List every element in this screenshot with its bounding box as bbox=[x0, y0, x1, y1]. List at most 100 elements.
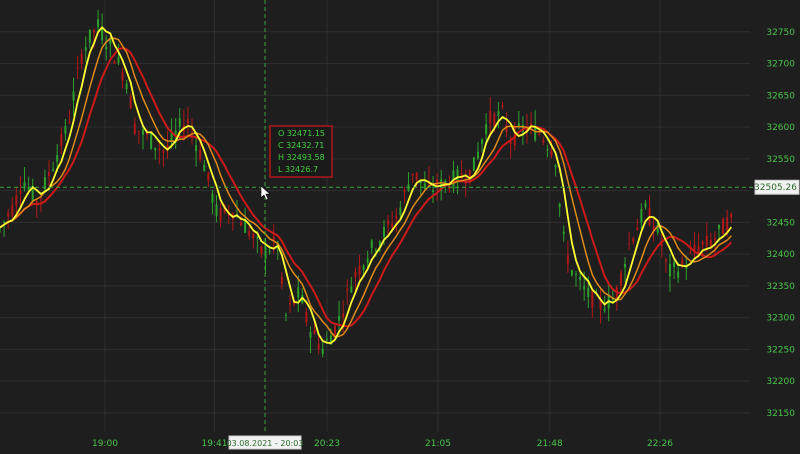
candle-body bbox=[178, 118, 181, 127]
candle-body bbox=[27, 187, 30, 190]
candle-body bbox=[668, 263, 671, 277]
candle-body bbox=[489, 110, 492, 124]
candle-body bbox=[583, 286, 586, 290]
candle-body bbox=[280, 277, 283, 284]
candle-body bbox=[76, 67, 79, 69]
candle-body bbox=[346, 288, 349, 291]
y-tick-label: 32200 bbox=[766, 377, 795, 387]
candle-body bbox=[52, 168, 55, 171]
candle-body bbox=[244, 221, 247, 233]
candle-body bbox=[101, 27, 104, 41]
candle-body bbox=[3, 221, 6, 223]
candle-body bbox=[64, 126, 67, 134]
candle-body bbox=[297, 287, 300, 298]
candle-body bbox=[158, 148, 161, 151]
candle-body bbox=[705, 235, 708, 246]
candle-body bbox=[203, 165, 206, 172]
candle-body bbox=[170, 132, 173, 143]
candle-body bbox=[56, 154, 59, 162]
candle-body bbox=[525, 126, 528, 132]
candle-body bbox=[88, 29, 91, 43]
x-axis: 19:00 19:41 20:23 21:05 21:48 22:26 bbox=[92, 439, 673, 449]
candle-body bbox=[321, 348, 324, 354]
candle-body bbox=[587, 287, 590, 297]
candle-body bbox=[505, 124, 508, 133]
candle-body bbox=[109, 40, 112, 45]
candle-body bbox=[432, 190, 435, 193]
candle-body bbox=[166, 145, 169, 149]
x-tick-label: 20:23 bbox=[314, 439, 340, 449]
y-tick-label: 32750 bbox=[766, 28, 795, 38]
candle-body bbox=[546, 149, 549, 151]
y-axis: 3215032200322503230032350324003245032500… bbox=[766, 28, 795, 419]
candle-body bbox=[517, 123, 520, 127]
candle-body bbox=[383, 227, 386, 237]
candle-body bbox=[48, 172, 51, 176]
candle-body bbox=[677, 271, 680, 278]
candle-body bbox=[485, 124, 488, 135]
tooltip-low: L 32426.7 bbox=[278, 165, 318, 174]
candle-body bbox=[43, 177, 46, 190]
candle-body bbox=[554, 165, 557, 168]
candle-body bbox=[31, 185, 34, 202]
candle-body bbox=[411, 173, 414, 176]
x-tick-label: 21:05 bbox=[425, 439, 451, 449]
candle-body bbox=[256, 236, 259, 239]
candle-body bbox=[97, 19, 100, 28]
candle-body bbox=[566, 255, 569, 265]
candle-body bbox=[538, 133, 541, 135]
candle-body bbox=[121, 72, 124, 81]
candle-body bbox=[317, 343, 320, 350]
candle-body bbox=[497, 111, 500, 116]
candle-body bbox=[248, 230, 251, 236]
candle-body bbox=[660, 244, 663, 246]
candle-body bbox=[611, 298, 614, 301]
candle-body bbox=[726, 217, 729, 232]
candle-body bbox=[656, 223, 659, 233]
candle-body bbox=[268, 250, 271, 253]
candle-body bbox=[113, 61, 116, 64]
candle-body bbox=[199, 149, 202, 160]
x-tick-label: 19:41 bbox=[202, 439, 228, 449]
x-tick-label: 22:26 bbox=[647, 439, 673, 449]
candle-body bbox=[289, 302, 292, 305]
candle-body bbox=[329, 335, 332, 345]
candle-body bbox=[11, 204, 14, 217]
moving-averages bbox=[0, 25, 733, 345]
candle-body bbox=[264, 247, 267, 259]
candle-body bbox=[23, 182, 26, 189]
candle-body bbox=[558, 203, 561, 208]
candle-body bbox=[599, 299, 602, 309]
x-tick-label: 19:00 bbox=[92, 439, 118, 449]
candle-body bbox=[664, 259, 667, 262]
candle-body bbox=[60, 134, 63, 147]
candle-body bbox=[272, 236, 275, 243]
y-tick-label: 32250 bbox=[766, 345, 795, 355]
candle-body bbox=[624, 263, 627, 268]
candle-body bbox=[219, 208, 222, 221]
candle-body bbox=[530, 123, 533, 125]
candle-body bbox=[673, 262, 676, 268]
candle-body bbox=[468, 169, 471, 183]
candle-body bbox=[129, 96, 132, 109]
candle-body bbox=[19, 191, 22, 194]
ohlc-tooltip: O 32471.15 C 32432.71 H 32493.58 L 32426… bbox=[269, 125, 333, 178]
y-tick-label: 32400 bbox=[766, 250, 795, 260]
candle-body bbox=[15, 195, 18, 206]
x-tick-label: 21:48 bbox=[537, 439, 563, 449]
tooltip-high: H 32493.58 bbox=[278, 153, 325, 162]
candle-body bbox=[92, 29, 95, 33]
y-tick-label: 32450 bbox=[766, 218, 795, 228]
candle-body bbox=[370, 240, 373, 249]
candle-body bbox=[603, 308, 606, 311]
y-tick-label: 32300 bbox=[766, 314, 795, 324]
candle-body bbox=[472, 157, 475, 171]
candle-body bbox=[141, 129, 144, 135]
tooltip-box bbox=[269, 125, 333, 178]
candle-body bbox=[240, 222, 243, 226]
candle-body bbox=[395, 215, 398, 219]
candle-body bbox=[579, 276, 582, 280]
candle-body bbox=[362, 265, 365, 271]
